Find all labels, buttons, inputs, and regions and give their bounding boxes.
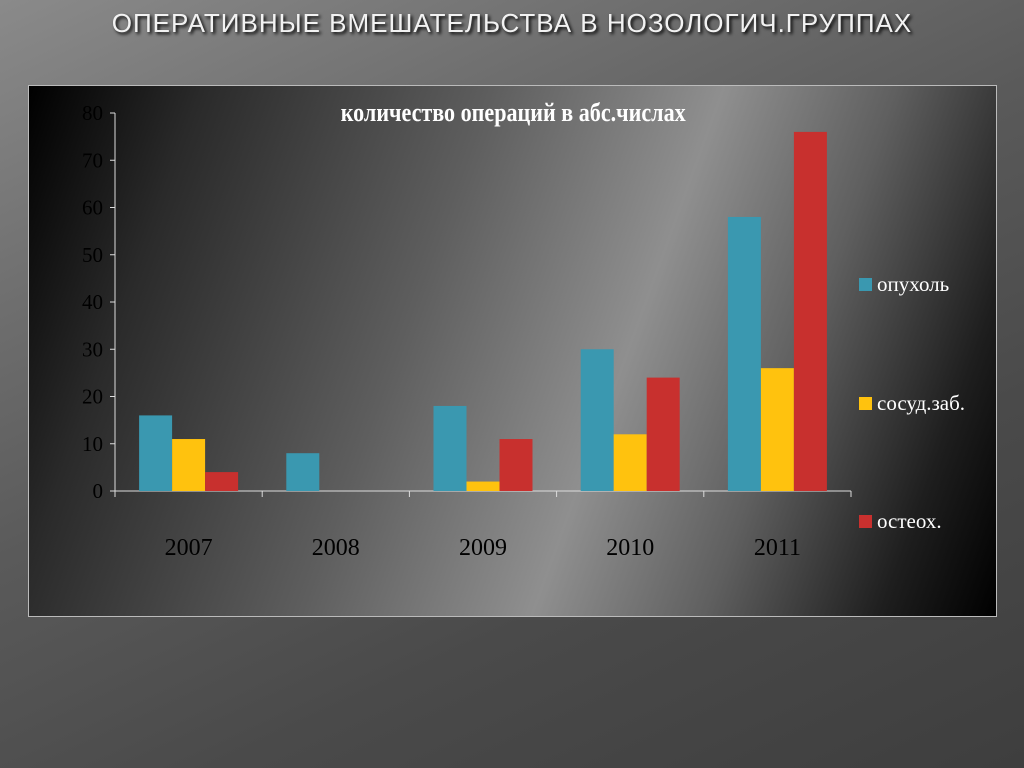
y-tick-label: 80 [82, 101, 103, 125]
x-tick-label: 2008 [312, 535, 360, 561]
y-tick-label: 20 [82, 385, 103, 409]
x-tick-label: 2011 [754, 535, 801, 561]
x-tick-label: 2010 [606, 535, 654, 561]
bar-chart: 0 10 20 30 40 50 60 70 80 2007 2008 2009 2010 2011 [82, 101, 852, 561]
bar-опухоль-2008 [286, 453, 320, 491]
chart-area: 0 10 20 30 40 50 60 70 80 2007 2008 2009 2010 2011 ко… [28, 85, 997, 617]
bar-опухоль-2009 [433, 405, 467, 491]
y-tick-label: 0 [93, 479, 104, 503]
y-tick-label: 10 [82, 432, 103, 456]
bar-опухоль-2011 [727, 216, 761, 491]
slide-title: ОПЕРАТИВНЫЕ ВМЕШАТЕЛЬСТВА В НОЗОЛОГИЧ.ГР… [111, 8, 913, 38]
bar-сосуд.заб.-2007 [172, 439, 206, 491]
legend-item: сосуд.заб. [859, 391, 965, 416]
legend-swatch [859, 278, 872, 291]
legend-item: остеох. [859, 509, 942, 534]
y-tick-label: 60 [82, 196, 103, 220]
legend-swatch [859, 397, 872, 410]
chart-legend: опухоль сосуд.заб. остеох. [859, 86, 994, 616]
bar-сосуд.заб.-2011 [760, 368, 794, 491]
y-tick-label: 30 [82, 337, 103, 361]
legend-item: опухоль [859, 272, 949, 297]
y-tick-label: 40 [82, 290, 103, 314]
bar-сосуд.заб.-2009 [466, 481, 500, 491]
legend-label: опухоль [877, 272, 950, 296]
legend-label: остеох. [877, 509, 942, 533]
bar-остеох.-2010 [646, 377, 680, 491]
legend-swatch [859, 515, 872, 528]
x-tick-label: 2009 [459, 535, 507, 561]
x-tick-label: 2007 [165, 535, 213, 561]
bar-остеох.-2009 [499, 439, 533, 491]
bar-сосуд.заб.-2010 [613, 434, 647, 491]
y-tick-label: 50 [82, 243, 103, 267]
y-tick-label: 70 [82, 148, 103, 172]
bar-остеох.-2011 [793, 131, 827, 491]
legend-label: сосуд.заб. [877, 391, 966, 415]
bar-остеох.-2007 [205, 472, 239, 491]
bar-опухоль-2007 [139, 415, 173, 491]
bar-опухоль-2010 [580, 349, 614, 491]
chart-title: количество операций в абс.числах [340, 98, 686, 127]
